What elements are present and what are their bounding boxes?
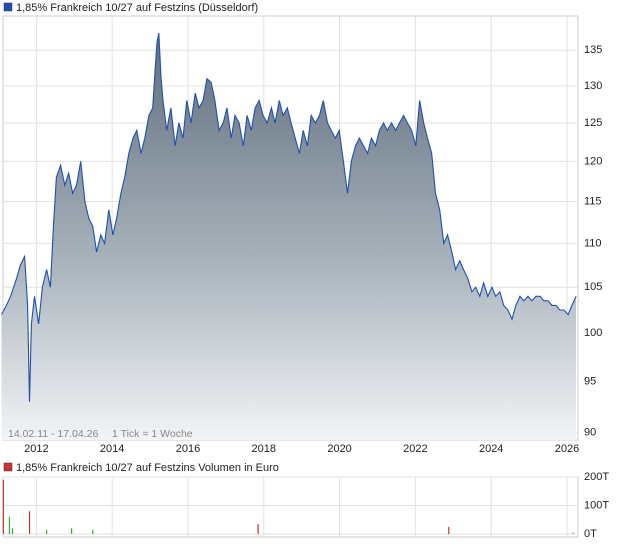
y-tick-label: 100T: [584, 499, 609, 511]
volume-bar: [257, 524, 259, 534]
x-tick-label: 2020: [327, 443, 351, 455]
chart-title: 1,85% Frankreich 10/27 auf Festzins (Düs…: [16, 2, 258, 14]
price-line: [1, 32, 577, 402]
x-tick-label: 2018: [252, 443, 276, 455]
y-tick-label: 125: [584, 117, 602, 129]
y-tick-label: 110: [584, 237, 602, 249]
y-tick-label: 130: [584, 80, 602, 92]
x-tick-label: 2024: [479, 443, 503, 455]
volume-title: 1,85% Frankreich 10/27 auf Festzins Volu…: [16, 462, 279, 474]
legend-swatch: [3, 2, 13, 12]
price-area: [1, 33, 577, 440]
y-tick-label: 100: [584, 327, 602, 339]
x-tick-label: 2014: [100, 443, 124, 455]
volume-bar: [572, 532, 574, 534]
y-tick-label: 105: [584, 281, 602, 293]
date-range: 14.02.11 - 17.04.26: [8, 428, 98, 440]
x-tick-label: 2016: [176, 443, 200, 455]
y-tick-label: 95: [584, 376, 596, 388]
x-tick-label: 2026: [555, 443, 579, 455]
volume-bar: [448, 526, 450, 534]
y-tick-label: 90: [584, 427, 596, 439]
y-tick-label: 115: [584, 195, 602, 207]
volume-bar: [8, 516, 11, 534]
volume-bar: [11, 528, 14, 534]
volume-bar: [28, 511, 31, 534]
tick-note: 1 Tick = 1 Woche: [112, 428, 193, 440]
legend-swatch: [3, 462, 13, 472]
volume-bar: [92, 529, 94, 534]
x-tick-label: 2012: [24, 443, 48, 455]
x-tick-label: 2022: [403, 443, 427, 455]
volume-bar: [71, 528, 73, 534]
plot-background: [2, 476, 579, 538]
volume-bar: [45, 529, 48, 534]
y-tick-label: 135: [584, 44, 602, 56]
y-tick-label: 200T: [584, 471, 609, 483]
y-tick-label: 0T: [584, 528, 597, 540]
volume-bar: [2, 479, 4, 534]
y-tick-label: 120: [584, 155, 602, 167]
